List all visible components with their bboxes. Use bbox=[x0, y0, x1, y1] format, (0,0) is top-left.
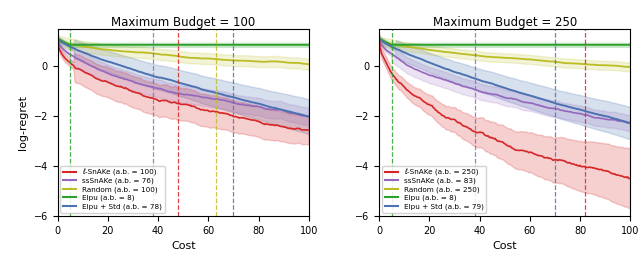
Y-axis label: log-regret: log-regret bbox=[18, 95, 28, 150]
Title: Maximum Budget = 250: Maximum Budget = 250 bbox=[433, 16, 577, 29]
Legend: ℓ-SnAKe (a.b. = 250), ssSnAKe (a.b. = 83), Random (a.b. = 250), Elpu (a.b. = 8),: ℓ-SnAKe (a.b. = 250), ssSnAKe (a.b. = 83… bbox=[382, 166, 486, 213]
X-axis label: Cost: Cost bbox=[492, 241, 517, 251]
Legend: ℓ-SnAKe (a.b. = 100), ssSnAKe (a.b. = 76), Random (a.b. = 100), Elpu (a.b. = 8),: ℓ-SnAKe (a.b. = 100), ssSnAKe (a.b. = 76… bbox=[61, 166, 165, 213]
Title: Maximum Budget = 100: Maximum Budget = 100 bbox=[111, 16, 255, 29]
X-axis label: Cost: Cost bbox=[171, 241, 196, 251]
